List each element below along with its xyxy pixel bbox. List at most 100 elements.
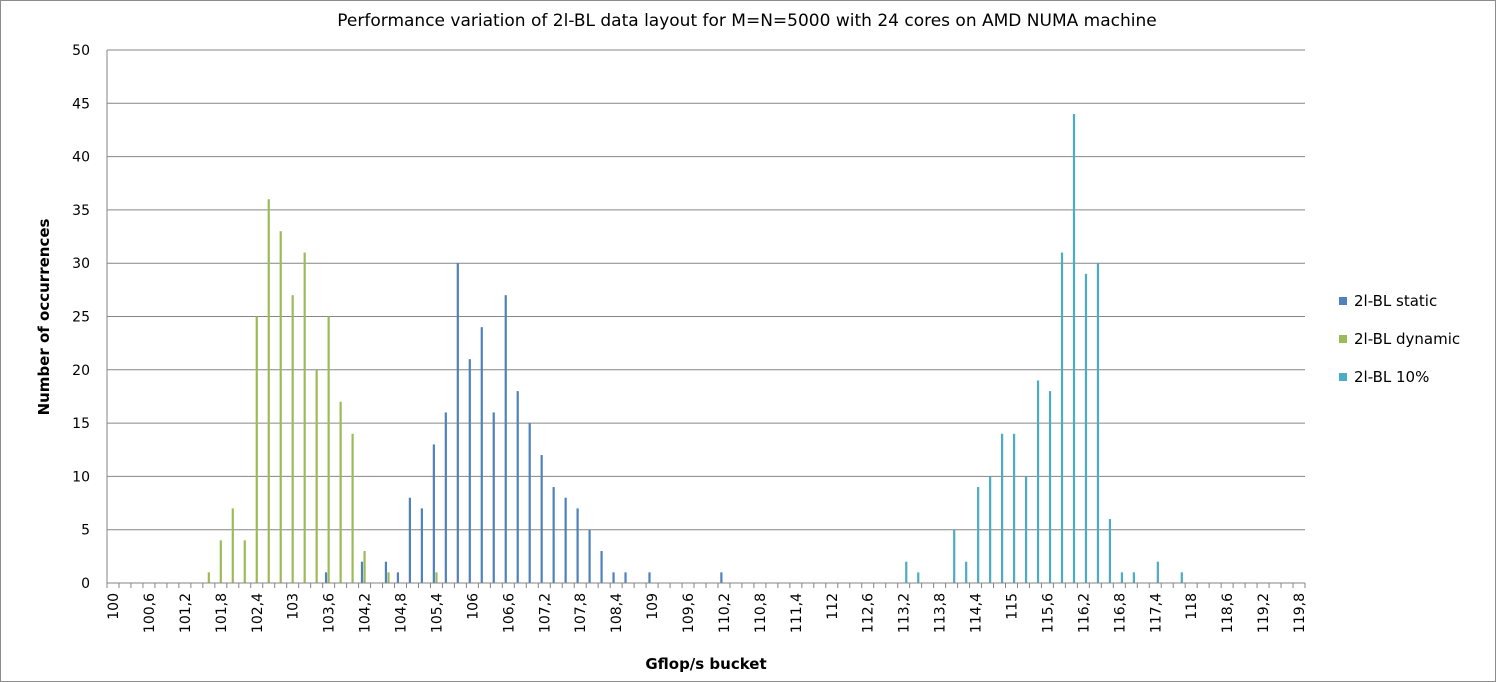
bar-2l-bl-10 — [1084, 273, 1088, 583]
bar-2l-bl-static — [396, 572, 400, 583]
axes — [106, 50, 1306, 588]
bar-2l-bl-static — [588, 529, 591, 583]
y-tick-label: 25 — [72, 310, 90, 326]
bar-2l-bl-static — [360, 561, 364, 583]
x-tick-label: 112 — [825, 593, 841, 620]
bar-2l-bl-static — [384, 561, 388, 583]
x-tick-label: 112,6 — [861, 593, 877, 633]
x-tick-label: 103 — [286, 593, 302, 620]
bar-2l-bl-static — [492, 412, 495, 583]
bar-2l-bl-static — [624, 572, 627, 583]
bar-2l-bl-dynamic — [291, 295, 294, 583]
bar-2l-bl-10 — [1132, 572, 1135, 583]
bar-2l-bl-dynamic — [327, 316, 330, 583]
legend-swatch — [1339, 297, 1347, 305]
bar-2l-bl-10 — [1001, 433, 1004, 583]
bar-2l-bl-dynamic — [243, 540, 246, 583]
bar-2l-bl-10 — [1120, 572, 1124, 583]
bar-2l-bl-static — [324, 572, 328, 583]
chart-title: Performance variation of 2l-BL data layo… — [337, 11, 1156, 31]
bar-2l-bl-dynamic — [255, 316, 258, 583]
x-tick-label: 106,6 — [501, 593, 517, 633]
bar-2l-bl-10 — [905, 561, 908, 583]
bar-2l-bl-10 — [1036, 380, 1040, 583]
bar-2l-bl-static — [540, 455, 543, 583]
x-tick-label: 107,2 — [537, 593, 553, 633]
x-tick-label: 116,8 — [1112, 593, 1128, 633]
y-tick-label: 15 — [72, 416, 90, 432]
y-tick-label: 45 — [72, 96, 90, 112]
x-tick-label: 119,8 — [1292, 593, 1308, 633]
x-axis-title: Gflop/s bucket — [645, 655, 766, 673]
bar-2l-bl-dynamic — [435, 572, 438, 583]
bar-2l-bl-10 — [953, 529, 956, 583]
bar-2l-bl-static — [408, 497, 411, 583]
bar-2l-bl-static — [528, 423, 531, 583]
bar-2l-bl-static — [432, 444, 435, 583]
bar-2l-bl-10 — [1156, 561, 1159, 583]
bar-2l-bl-10 — [917, 572, 920, 583]
y-axis-title: Number of occurrences — [35, 219, 53, 416]
bar-2l-bl-static — [648, 572, 651, 583]
bar-2l-bl-10 — [989, 476, 992, 583]
bar-2l-bl-dynamic — [267, 199, 270, 584]
y-tick-label: 10 — [72, 469, 90, 485]
x-tick-label: 104,2 — [358, 593, 374, 633]
bar-2l-bl-dynamic — [303, 252, 306, 584]
x-tick-label: 100 — [106, 593, 122, 620]
bar-2l-bl-static — [564, 497, 567, 583]
bar-2l-bl-static — [720, 572, 723, 583]
y-tick-label: 50 — [72, 43, 90, 59]
x-tick-label: 109,6 — [681, 593, 697, 633]
x-tick-label: 115,6 — [1040, 593, 1056, 633]
bars — [207, 113, 1183, 584]
bar-2l-bl-static — [552, 487, 555, 583]
bar-2l-bl-static — [612, 572, 615, 583]
x-tick-label: 117,4 — [1148, 593, 1164, 633]
x-tick-label: 103,6 — [322, 593, 338, 633]
bar-2l-bl-10 — [1060, 252, 1064, 584]
legend-label: 2l-BL 10% — [1354, 368, 1429, 386]
y-tick-label: 40 — [72, 150, 90, 166]
bar-2l-bl-static — [480, 327, 483, 583]
bar-2l-bl-dynamic — [231, 508, 234, 583]
bar-2l-bl-10 — [1072, 113, 1076, 584]
y-tick-labels: 0 5 10 15 20 25 30 35 40 45 50 — [72, 43, 90, 592]
bar-2l-bl-dynamic — [351, 433, 354, 583]
bar-2l-bl-10 — [1012, 433, 1016, 583]
bar-2l-bl-static — [516, 391, 519, 583]
x-tick-label: 113,8 — [933, 593, 949, 633]
x-tick-label: 107,8 — [573, 593, 589, 633]
x-tick-label: 109 — [645, 593, 661, 620]
y-tick-label: 0 — [81, 576, 90, 592]
bar-2l-bl-10 — [1180, 572, 1183, 583]
bar-2l-bl-static — [444, 412, 447, 583]
bar-2l-bl-static — [420, 508, 423, 583]
bar-2l-bl-10 — [965, 561, 968, 583]
x-tick-label: 104,8 — [394, 593, 410, 633]
x-tick-label: 114,4 — [969, 593, 985, 633]
legend: 2l-BL static 2l-BL dynamic 2l-BL 10% — [1339, 292, 1460, 386]
x-tick-label: 101,8 — [214, 593, 230, 633]
x-tick-label: 108,4 — [609, 593, 625, 633]
y-tick-label: 20 — [72, 363, 90, 379]
bar-2l-bl-10 — [1048, 391, 1052, 583]
bar-2l-bl-10 — [1096, 263, 1100, 583]
x-tick-label: 116,2 — [1076, 593, 1092, 633]
x-tick-label: 118 — [1184, 593, 1200, 620]
x-tick-label: 105,4 — [429, 593, 445, 633]
x-tick-label: 100,6 — [142, 593, 158, 633]
legend-label: 2l-BL dynamic — [1354, 330, 1460, 348]
x-tick-label: 102,4 — [250, 593, 266, 633]
bar-2l-bl-10 — [1024, 476, 1028, 583]
bar-2l-bl-dynamic — [339, 401, 342, 583]
bar-2l-bl-static — [600, 551, 603, 583]
x-tick-label: 106 — [465, 593, 481, 620]
x-tick-label: 119,2 — [1256, 593, 1272, 633]
bar-2l-bl-dynamic — [279, 231, 282, 583]
y-tick-label: 35 — [72, 203, 90, 219]
bar-2l-bl-dynamic — [363, 551, 366, 583]
bar-2l-bl-dynamic — [387, 572, 390, 583]
